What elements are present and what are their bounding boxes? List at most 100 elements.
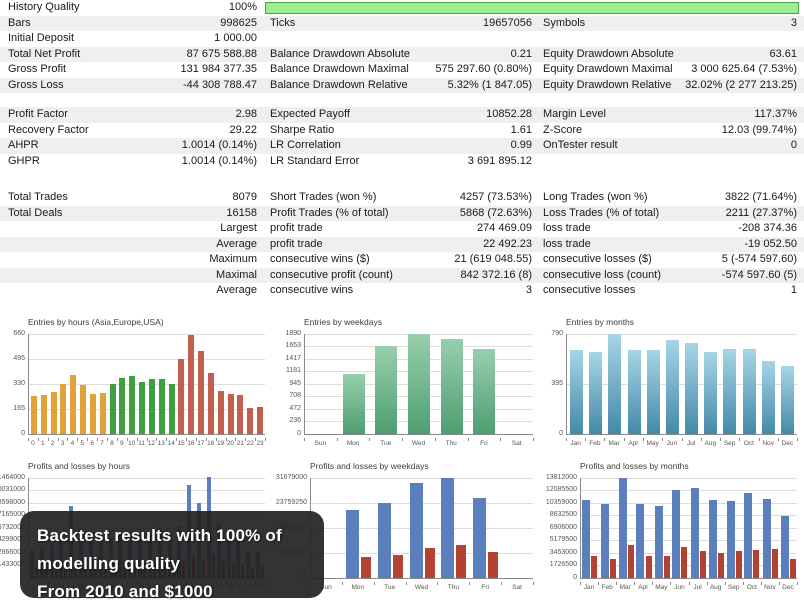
stat-value: 3 000 625.64 (7.53%): [691, 63, 797, 75]
x-tick-label: Fri: [480, 439, 488, 447]
stat-label: Bars: [8, 16, 31, 29]
stat-label: consecutive profit (count): [270, 268, 393, 281]
stat-value: -208 374.36: [738, 222, 797, 234]
x-tick-label: Mar: [608, 439, 620, 447]
stat-label: Sharpe Ratio: [270, 123, 335, 136]
x-tick-label: Jun: [666, 439, 678, 447]
stat-value: 131 984 377.35: [180, 63, 257, 75]
stat-label: OnTester result: [543, 139, 618, 151]
loss-bar: [609, 558, 616, 578]
x-tick: [634, 581, 636, 585]
y-tick-label: 10359000: [545, 498, 577, 506]
x-tick-label: Sun: [314, 439, 327, 447]
x-tick-label: 7: [100, 439, 104, 447]
x-tick-label: 3: [60, 439, 65, 447]
bar: [408, 333, 430, 434]
y-tick-label: 0: [573, 573, 577, 581]
x-tick: [580, 581, 581, 585]
stat-label: loss trade: [543, 237, 591, 250]
chart-title: Profits and losses by weekdays: [310, 460, 429, 471]
x-tick: [156, 437, 158, 441]
profit-bar: [690, 487, 699, 578]
stat-label: Total Net Profit: [8, 47, 81, 60]
stat-label: Equity Drawdown Relative: [543, 78, 672, 91]
stat-value: 5868 (72.63%): [459, 206, 532, 219]
stat-label: Total Trades: [8, 191, 68, 203]
x-tick: [304, 437, 305, 441]
x-tick: [760, 581, 762, 585]
x-tick-label: 17: [197, 439, 205, 447]
x-tick-label: Oct: [746, 583, 757, 591]
x-tick: [739, 437, 741, 441]
stat-label: loss trade: [543, 222, 591, 234]
bar: [119, 377, 126, 434]
stat-label: Symbols: [543, 16, 586, 29]
bar: [646, 349, 660, 434]
bar: [80, 384, 87, 434]
loss-bar: [627, 544, 634, 578]
loss-bar: [735, 550, 742, 578]
x-tick-label: 2: [50, 439, 55, 447]
stat-value: 12.03 (99.74%): [721, 123, 797, 136]
stat-value: 0: [790, 139, 797, 151]
bar: [30, 395, 37, 434]
stat-label: Initial Deposit: [8, 32, 75, 44]
stat-value: 0.99: [510, 139, 532, 151]
stat-label: Total Deals: [8, 206, 63, 219]
y-tick-label: 945: [289, 379, 301, 387]
x-tick-label: Dec: [782, 583, 794, 591]
x-tick-label: Wed: [411, 439, 426, 447]
x-tick: [778, 581, 780, 585]
x-tick: [719, 437, 721, 441]
table-spacer: [0, 169, 804, 184]
x-tick-label: Oct: [743, 439, 754, 447]
x-tick: [706, 581, 708, 585]
x-tick-label: 19: [216, 439, 225, 447]
x-tick: [77, 437, 79, 441]
loss-bar: [591, 555, 598, 578]
y-tick-label: 790: [551, 329, 563, 337]
x-axis: Jan Feb Mar Apr May Jun Jul Aug Sep Oct Nov Dec: [566, 437, 798, 449]
stat-value: Maximum: [209, 253, 257, 265]
x-tick-label: Aug: [704, 439, 717, 447]
stat-value: 22 492.23: [483, 237, 532, 250]
y-tick-label: 23759250: [275, 498, 307, 506]
x-tick-label: Fri: [481, 583, 489, 591]
x-tick: [402, 437, 404, 441]
stat-value: 117.37%: [754, 108, 797, 120]
table-row: Maximal consecutive profit (count) 842 372…: [0, 267, 804, 283]
stat-value: 10852.28: [486, 108, 532, 120]
x-tick: [598, 581, 600, 585]
y-tick-label: 660: [13, 329, 25, 337]
x-tick: [688, 581, 690, 585]
stat-value: 29.22: [229, 123, 257, 136]
table-row: Recovery Factor 29.22 Sharpe Ratio 1.61 Z-Sc…: [0, 122, 804, 138]
x-tick: [106, 437, 108, 441]
x-tick: [225, 437, 227, 441]
stat-value: 3: [525, 284, 532, 296]
y-tick-label: 5732000: [0, 523, 25, 531]
x-axis: Sun Mon Tue Wed Thu Fri Sat: [304, 437, 534, 449]
stat-label: Profit Factor: [8, 108, 68, 120]
y-axis: 13812000 12085500 10359000 8632500 6906000 51…: [540, 474, 580, 582]
x-tick-label: Mon: [351, 583, 365, 591]
stat-label: Gross Profit: [8, 63, 67, 75]
stat-value: Average: [216, 284, 257, 296]
stat-value: 21 (619 048.55): [454, 253, 532, 265]
gridline: [29, 358, 265, 360]
stat-label: Recovery Factor: [8, 123, 89, 136]
stat-value: 3: [790, 16, 797, 29]
x-tick: [700, 437, 702, 441]
x-tick-label: Feb: [589, 439, 601, 447]
table-row: Gross Loss -44 308 788.47 Balance Drawdown…: [0, 77, 804, 93]
stat-value: 1: [790, 284, 797, 296]
table-row: Total Net Profit 87 675 588.88 Balance Dra…: [0, 46, 804, 62]
stat-label: profit trade: [270, 222, 323, 234]
table-spacer: [0, 299, 804, 313]
x-tick-label: 8: [110, 439, 114, 447]
gridline: [29, 502, 265, 504]
profit-bar: [618, 477, 627, 578]
table-row: Average consecutive wins 3 consecutive loss…: [0, 283, 804, 299]
x-tick-label: 4: [70, 439, 75, 447]
x-tick-label: Wed: [414, 583, 429, 591]
